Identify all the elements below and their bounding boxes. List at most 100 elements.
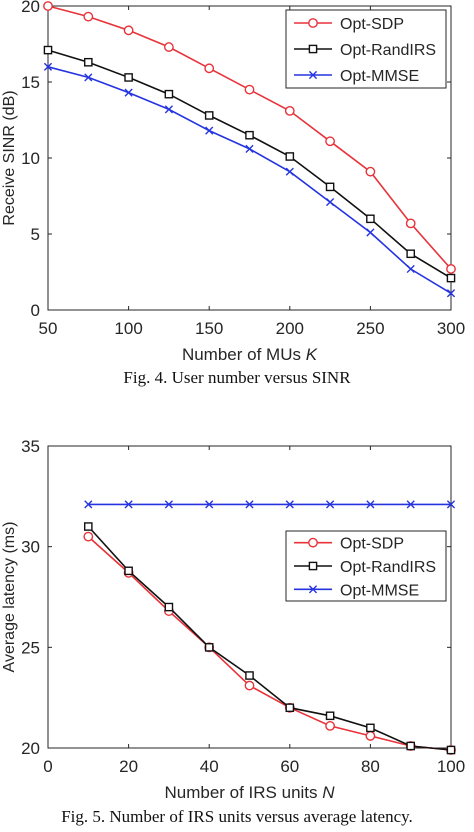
x-axis-label: Number of IRS units N bbox=[164, 783, 335, 802]
series-opt-mmse bbox=[84, 500, 456, 509]
square-marker bbox=[245, 671, 254, 680]
square-marker bbox=[406, 249, 416, 259]
square-marker bbox=[124, 73, 133, 82]
x-axis-label-variable: K bbox=[306, 345, 318, 364]
square-marker bbox=[285, 703, 295, 713]
square-marker bbox=[124, 566, 133, 576]
series-line bbox=[47, 66, 452, 294]
square-marker bbox=[43, 45, 53, 55]
square-marker bbox=[308, 44, 318, 54]
x-axis-label-text: Number of MUs bbox=[182, 345, 306, 364]
circle-marker bbox=[244, 680, 255, 691]
legend-label: Opt-RandIRS bbox=[340, 559, 436, 576]
x-marker bbox=[308, 585, 318, 594]
x-marker bbox=[43, 62, 53, 71]
square-marker bbox=[164, 602, 174, 612]
circle-marker bbox=[284, 105, 295, 116]
x-marker bbox=[326, 500, 335, 509]
figure-caption: Fig. 4. User number versus SINR bbox=[123, 368, 351, 387]
x-marker bbox=[205, 126, 214, 135]
x-marker bbox=[366, 500, 375, 509]
circle-marker bbox=[123, 25, 134, 36]
y-tick-label: 0 bbox=[31, 301, 40, 320]
legend-label: Opt-SDP bbox=[340, 16, 404, 33]
legend-label: Opt-SDP bbox=[340, 536, 404, 553]
chart-1: 50 100 150 200 250 300 0 5 10 15 20 Number of MUs K… bbox=[1, 0, 465, 387]
x-marker bbox=[366, 228, 375, 237]
legend-label: Opt-MMSE bbox=[340, 582, 419, 599]
y-axis-label: Receive SINR (dB) bbox=[1, 90, 18, 225]
x-marker bbox=[308, 70, 318, 80]
circle-marker bbox=[325, 720, 335, 731]
legend-label: Opt-RandIRS bbox=[340, 42, 436, 59]
circle-marker bbox=[83, 11, 94, 22]
square-marker bbox=[366, 214, 375, 224]
square-marker bbox=[83, 522, 93, 531]
x-tick-label: 100 bbox=[437, 757, 465, 776]
legend: Opt-SDP Opt-RandIRS Opt-MMSE bbox=[285, 530, 447, 602]
series-line bbox=[87, 525, 452, 751]
circle-marker bbox=[83, 531, 94, 542]
x-marker bbox=[164, 105, 173, 114]
circle-marker bbox=[43, 1, 53, 11]
square-marker bbox=[308, 561, 318, 571]
square-marker bbox=[204, 111, 214, 120]
circle-marker bbox=[325, 136, 335, 147]
x-tick-label: 150 bbox=[195, 319, 223, 338]
x-marker bbox=[245, 144, 254, 153]
series-opt-sdp bbox=[43, 1, 456, 274]
x-tick-label: 250 bbox=[356, 319, 384, 338]
circle-marker bbox=[405, 218, 416, 229]
circle-marker bbox=[244, 84, 255, 95]
circle-marker bbox=[446, 264, 456, 274]
x-marker bbox=[446, 289, 456, 298]
x-tick-label: 0 bbox=[43, 757, 52, 776]
circle-marker bbox=[204, 63, 215, 74]
square-marker bbox=[83, 57, 93, 67]
circle-marker bbox=[163, 42, 174, 52]
series-opt-randirs bbox=[43, 45, 456, 283]
x-marker bbox=[285, 167, 294, 176]
x-marker bbox=[164, 500, 173, 509]
legend-label: Opt-MMSE bbox=[340, 68, 419, 85]
x-marker bbox=[245, 500, 254, 509]
x-tick-label: 100 bbox=[114, 319, 142, 338]
x-tick-label: 50 bbox=[39, 319, 58, 338]
square-marker bbox=[446, 745, 456, 755]
square-marker bbox=[366, 723, 375, 733]
plot-area-frame bbox=[47, 445, 452, 749]
x-tick-label: 200 bbox=[276, 319, 304, 338]
y-axis-label: Average latency (ms) bbox=[1, 522, 18, 673]
x-marker bbox=[326, 197, 335, 207]
square-marker bbox=[325, 182, 335, 192]
series-opt-mmse bbox=[43, 62, 456, 298]
y-tick-label: 5 bbox=[31, 225, 40, 244]
x-axis-label: Number of MUs K bbox=[182, 345, 318, 364]
x-marker bbox=[406, 264, 415, 274]
figure-caption: Fig. 5. Number of IRS units versus avera… bbox=[61, 807, 413, 826]
square-marker bbox=[446, 273, 456, 283]
x-marker bbox=[285, 500, 294, 509]
x-tick-label: 60 bbox=[280, 757, 299, 776]
square-marker bbox=[325, 711, 335, 721]
x-axis-label-text: Number of IRS units bbox=[164, 783, 322, 802]
y-tick-label: 30 bbox=[21, 538, 40, 557]
y-tick-label: 10 bbox=[21, 149, 40, 168]
x-marker bbox=[124, 500, 133, 509]
square-marker bbox=[164, 89, 174, 99]
square-marker bbox=[406, 741, 416, 751]
y-tick-label: 15 bbox=[21, 73, 40, 92]
square-marker bbox=[204, 643, 214, 652]
x-tick-label: 300 bbox=[437, 319, 465, 338]
series-line bbox=[87, 536, 452, 751]
circle-marker bbox=[308, 18, 318, 28]
square-marker bbox=[285, 152, 295, 161]
y-tick-label: 25 bbox=[21, 638, 40, 657]
x-marker bbox=[84, 73, 93, 82]
x-tick-label: 80 bbox=[361, 757, 380, 776]
x-tick-label: 20 bbox=[119, 757, 138, 776]
x-tick-label: 40 bbox=[200, 757, 219, 776]
